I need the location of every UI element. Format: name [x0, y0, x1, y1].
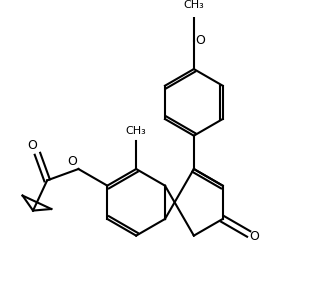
Text: O: O: [249, 230, 259, 243]
Text: CH₃: CH₃: [183, 0, 204, 10]
Text: CH₃: CH₃: [126, 126, 147, 136]
Text: O: O: [67, 155, 77, 168]
Text: O: O: [195, 34, 205, 47]
Text: O: O: [27, 139, 37, 152]
